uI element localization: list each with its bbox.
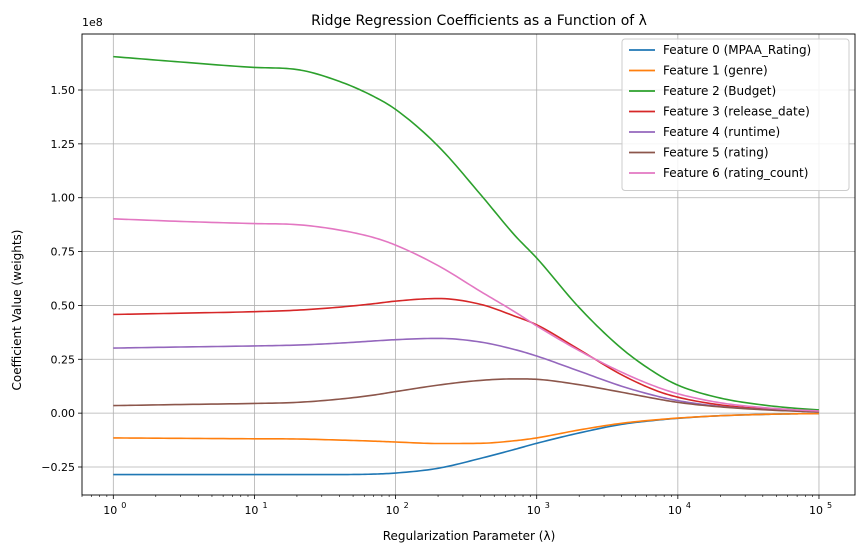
series-line-feature-3 <box>113 297 820 413</box>
legend-label: Feature 0 (MPAA_Rating) <box>663 43 811 57</box>
series-line-feature-2 <box>113 55 820 411</box>
legend-label: Feature 4 (runtime) <box>663 125 780 139</box>
legend: Feature 0 (MPAA_Rating) Feature 1 (genre)… <box>621 38 850 191</box>
y-axis-label: Coefficient Value (weights) <box>10 230 24 391</box>
y-tick-label: 1.25 <box>51 138 76 151</box>
x-tick-label: 10 <box>527 504 541 517</box>
grid <box>82 34 855 495</box>
y-tick-label: 0.25 <box>51 353 76 366</box>
x-tick-exponent: 5 <box>827 501 832 510</box>
legend-label: Feature 6 (rating_count) <box>663 166 808 180</box>
chart-title: Ridge Regression Coefficients as a Funct… <box>311 13 647 29</box>
x-tick-exponent: 2 <box>404 501 409 510</box>
x-tick-label: 10 <box>668 504 682 517</box>
x-tick-label: 10 <box>386 504 400 517</box>
y-tick-label: −0.25 <box>41 461 75 474</box>
x-axis-ticks: 10 0 10 1 10 2 10 3 10 4 10 5 <box>81 495 832 517</box>
series-line-feature-6 <box>113 218 820 412</box>
x-tick-label: 10 <box>244 504 258 517</box>
x-tick-label: 10 <box>103 504 117 517</box>
x-tick-exponent: 1 <box>262 501 267 510</box>
legend-label: Feature 3 (release_date) <box>663 105 810 119</box>
y-tick-label: 0.75 <box>51 246 76 259</box>
x-axis-label: Regularization Parameter (λ) <box>383 529 556 543</box>
legend-label: Feature 2 (Budget) <box>663 84 776 98</box>
y-tick-label: 1.00 <box>51 192 76 205</box>
x-tick-label: 10 <box>809 504 823 517</box>
x-tick-exponent: 0 <box>121 501 126 510</box>
series-line-feature-1 <box>113 412 819 445</box>
y-axis-ticks: −0.25 0.00 0.25 0.50 0.75 1.00 1.25 1.50 <box>41 84 82 474</box>
y-axis-offset-text: 1e8 <box>82 16 103 29</box>
y-tick-label: 0.50 <box>51 299 76 312</box>
x-tick-exponent: 4 <box>686 501 691 510</box>
plot-frame <box>81 33 856 496</box>
legend-label: Feature 1 (genre) <box>663 64 768 78</box>
series-line-feature-5 <box>113 378 819 413</box>
legend-label: Feature 5 (rating) <box>663 146 769 160</box>
y-tick-label: 0.00 <box>51 407 76 420</box>
y-tick-label: 1.50 <box>51 84 76 97</box>
series-lines <box>113 55 820 476</box>
legend-box <box>621 38 850 191</box>
x-tick-exponent: 3 <box>545 501 550 510</box>
